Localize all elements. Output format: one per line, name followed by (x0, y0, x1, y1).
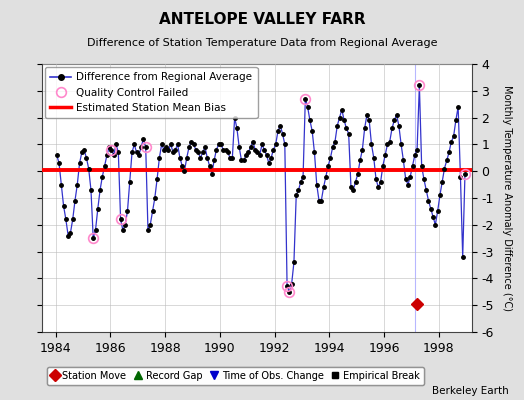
Text: ANTELOPE VALLEY FARR: ANTELOPE VALLEY FARR (159, 12, 365, 27)
Y-axis label: Monthly Temperature Anomaly Difference (°C): Monthly Temperature Anomaly Difference (… (502, 85, 512, 311)
Text: Berkeley Earth: Berkeley Earth (432, 386, 508, 396)
Legend: Station Move, Record Gap, Time of Obs. Change, Empirical Break: Station Move, Record Gap, Time of Obs. C… (47, 367, 424, 385)
Text: Difference of Station Temperature Data from Regional Average: Difference of Station Temperature Data f… (87, 38, 437, 48)
